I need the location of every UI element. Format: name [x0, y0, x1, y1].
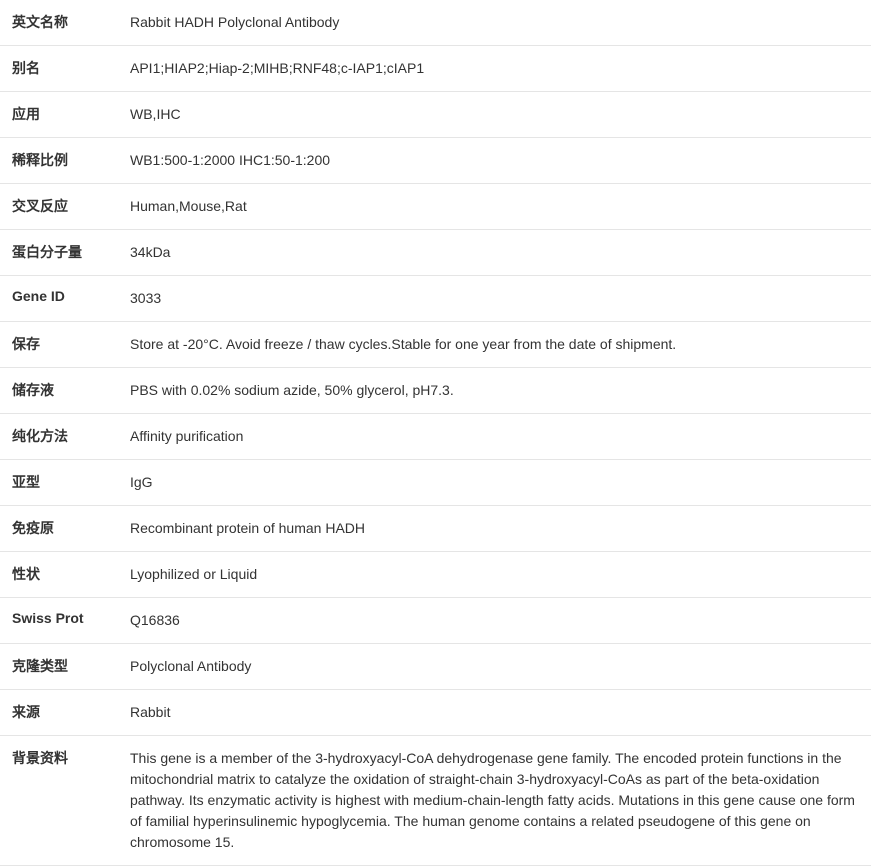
table-row: 稀释比例 WB1:500-1:2000 IHC1:50-1:200: [0, 138, 871, 184]
spec-value: 34kDa: [130, 230, 871, 276]
spec-value: 3033: [130, 276, 871, 322]
spec-value: Q16836: [130, 598, 871, 644]
spec-value: Recombinant protein of human HADH: [130, 506, 871, 552]
table-row: 蛋白分子量 34kDa: [0, 230, 871, 276]
table-row: Swiss Prot Q16836: [0, 598, 871, 644]
spec-label: 储存液: [0, 368, 130, 414]
spec-label: 纯化方法: [0, 414, 130, 460]
spec-label: 亚型: [0, 460, 130, 506]
spec-label: 应用: [0, 92, 130, 138]
spec-label: 来源: [0, 690, 130, 736]
product-spec-table: 英文名称 Rabbit HADH Polyclonal Antibody 别名 …: [0, 0, 871, 866]
table-row: 储存液 PBS with 0.02% sodium azide, 50% gly…: [0, 368, 871, 414]
spec-label: 免疫原: [0, 506, 130, 552]
spec-value: Lyophilized or Liquid: [130, 552, 871, 598]
table-row: 背景资料 This gene is a member of the 3-hydr…: [0, 736, 871, 866]
spec-value: Polyclonal Antibody: [130, 644, 871, 690]
spec-label: 蛋白分子量: [0, 230, 130, 276]
spec-value: Affinity purification: [130, 414, 871, 460]
table-row: 性状 Lyophilized or Liquid: [0, 552, 871, 598]
spec-label: Swiss Prot: [0, 598, 130, 644]
table-row: 交叉反应 Human,Mouse,Rat: [0, 184, 871, 230]
spec-value: API1;HIAP2;Hiap-2;MIHB;RNF48;c-IAP1;cIAP…: [130, 46, 871, 92]
table-row: 来源 Rabbit: [0, 690, 871, 736]
spec-label: 背景资料: [0, 736, 130, 866]
spec-label: 克隆类型: [0, 644, 130, 690]
spec-value: PBS with 0.02% sodium azide, 50% glycero…: [130, 368, 871, 414]
spec-label: 交叉反应: [0, 184, 130, 230]
table-row: 别名 API1;HIAP2;Hiap-2;MIHB;RNF48;c-IAP1;c…: [0, 46, 871, 92]
spec-value: Rabbit HADH Polyclonal Antibody: [130, 0, 871, 46]
spec-label: Gene ID: [0, 276, 130, 322]
table-row: 应用 WB,IHC: [0, 92, 871, 138]
spec-value: Human,Mouse,Rat: [130, 184, 871, 230]
spec-label: 保存: [0, 322, 130, 368]
spec-label: 英文名称: [0, 0, 130, 46]
table-row: 克隆类型 Polyclonal Antibody: [0, 644, 871, 690]
spec-label: 别名: [0, 46, 130, 92]
table-row: 保存 Store at -20°C. Avoid freeze / thaw c…: [0, 322, 871, 368]
spec-label: 性状: [0, 552, 130, 598]
spec-value: WB,IHC: [130, 92, 871, 138]
spec-table-body: 英文名称 Rabbit HADH Polyclonal Antibody 别名 …: [0, 0, 871, 866]
spec-value: WB1:500-1:2000 IHC1:50-1:200: [130, 138, 871, 184]
spec-label: 稀释比例: [0, 138, 130, 184]
table-row: 免疫原 Recombinant protein of human HADH: [0, 506, 871, 552]
spec-value: Rabbit: [130, 690, 871, 736]
table-row: 纯化方法 Affinity purification: [0, 414, 871, 460]
table-row: 英文名称 Rabbit HADH Polyclonal Antibody: [0, 0, 871, 46]
spec-value: This gene is a member of the 3-hydroxyac…: [130, 736, 871, 866]
table-row: 亚型 IgG: [0, 460, 871, 506]
spec-value: IgG: [130, 460, 871, 506]
spec-value: Store at -20°C. Avoid freeze / thaw cycl…: [130, 322, 871, 368]
table-row: Gene ID 3033: [0, 276, 871, 322]
